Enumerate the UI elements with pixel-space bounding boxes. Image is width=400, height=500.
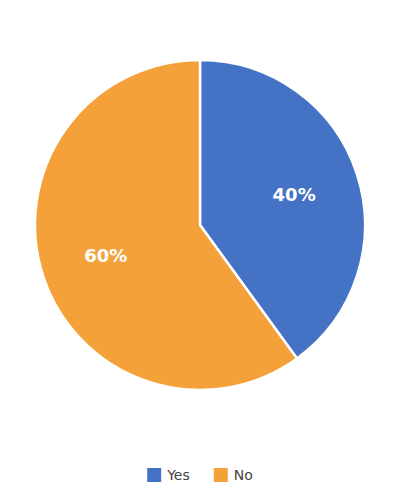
legend-swatch (214, 468, 228, 482)
chart-container: 40% 60% Yes No (0, 0, 400, 500)
data-label: 40% (273, 184, 316, 205)
data-labels: 40% 60% (84, 184, 315, 266)
legend-swatch (147, 468, 161, 482)
chart: 40% 60% Yes No (0, 0, 400, 500)
legend: Yes No (147, 467, 253, 483)
legend-label: Yes (166, 467, 190, 483)
legend-label: No (234, 467, 253, 483)
data-label: 60% (84, 245, 127, 266)
slices (35, 60, 365, 390)
pie-slice (35, 60, 297, 390)
